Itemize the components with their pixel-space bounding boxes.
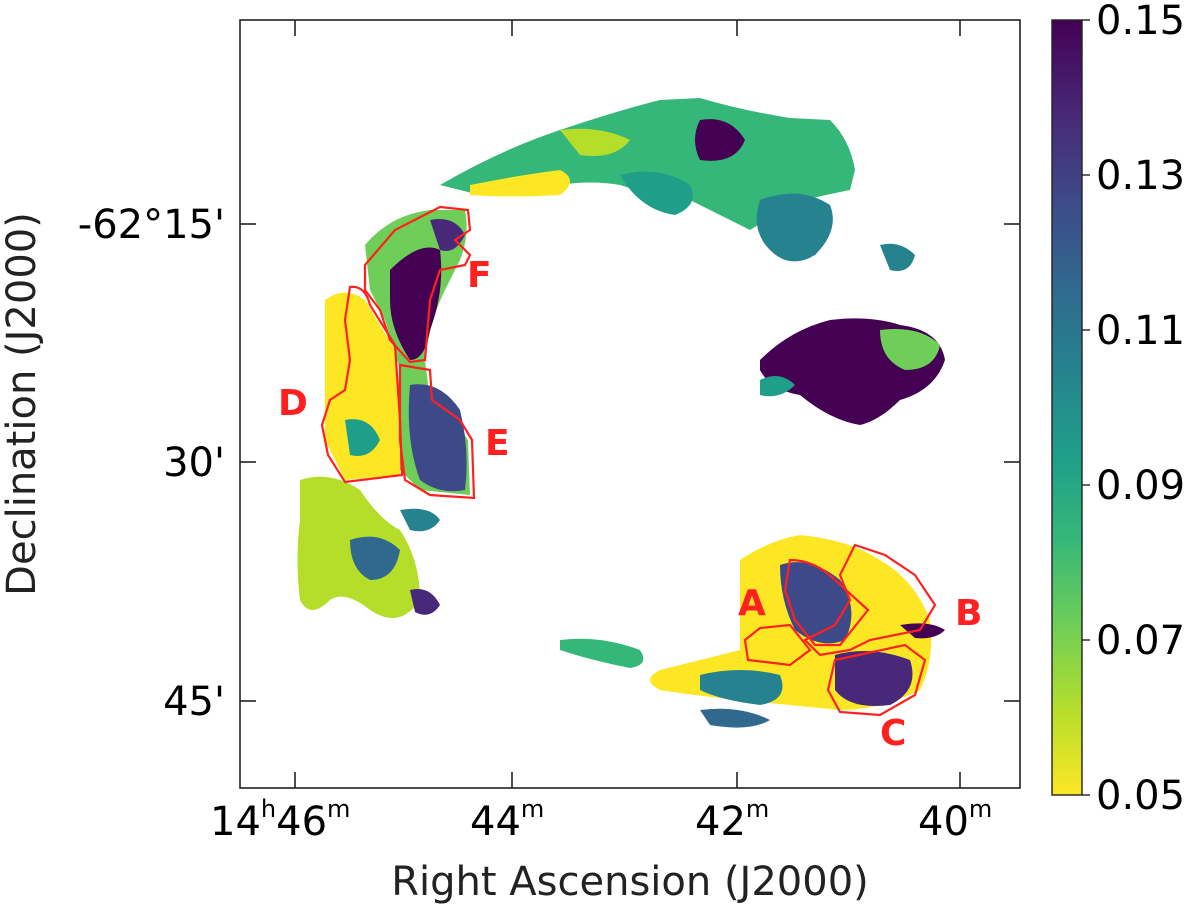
- region-F-contour: [363, 205, 472, 364]
- region-label-B: B: [955, 593, 982, 634]
- x-ticks: [294, 20, 961, 788]
- y-ticks: [240, 223, 1020, 702]
- region-label-E: E: [485, 423, 510, 464]
- emission-top-arc: [440, 98, 855, 230]
- region-labels: A B C D E F: [278, 255, 982, 754]
- colorbar-tick-label-0.15: 0.15: [1096, 0, 1185, 44]
- region-label-A: A: [738, 583, 766, 624]
- y-tick-label-15: -62°15': [78, 202, 225, 248]
- region-label-D: D: [278, 383, 308, 424]
- colorbar-tick-label-0.09: 0.09: [1096, 463, 1185, 509]
- x-tick-labels: 14h46m 44m 42m 40m: [210, 795, 992, 845]
- region-label-F: F: [467, 255, 492, 296]
- x-tick-label-46: 14h46m: [210, 795, 350, 845]
- emission-d-region: [325, 292, 400, 480]
- region-E-contour: [398, 363, 476, 500]
- heatmap-image: [297, 98, 945, 728]
- colorbar-ticks: [1082, 19, 1090, 796]
- x-axis-label: Right Ascension (J2000): [391, 859, 869, 905]
- region-contours: [320, 205, 937, 717]
- colorbar-gradient: [1051, 19, 1083, 796]
- region-A-contour: [743, 558, 870, 667]
- y-tick-labels: -62°15' 30' 45': [78, 202, 225, 725]
- x-tick-label-42: 42m: [695, 795, 769, 845]
- colorbar-tick-label-0.07: 0.07: [1096, 618, 1185, 664]
- y-axis-label: Declination (J2000): [0, 212, 45, 596]
- x-tick-label-40: 40m: [918, 795, 992, 845]
- colorbar-tick-label-0.13: 0.13: [1096, 153, 1185, 199]
- y-tick-label-45: 45': [163, 679, 225, 725]
- plot-frame: [239, 19, 1021, 789]
- colorbar-tick-label-0.05: 0.05: [1096, 773, 1185, 819]
- region-D-contour: [320, 285, 404, 484]
- y-tick-label-30: 30': [163, 440, 225, 486]
- colorbar: 0.05 0.07 0.09 0.11 0.13 0.15: [1051, 0, 1185, 819]
- x-tick-label-44: 44m: [470, 795, 544, 845]
- region-C-contour: [826, 643, 927, 717]
- colorbar-tick-label-0.11: 0.11: [1096, 308, 1185, 354]
- region-label-C: C: [880, 713, 906, 754]
- region-B-contour: [803, 543, 937, 657]
